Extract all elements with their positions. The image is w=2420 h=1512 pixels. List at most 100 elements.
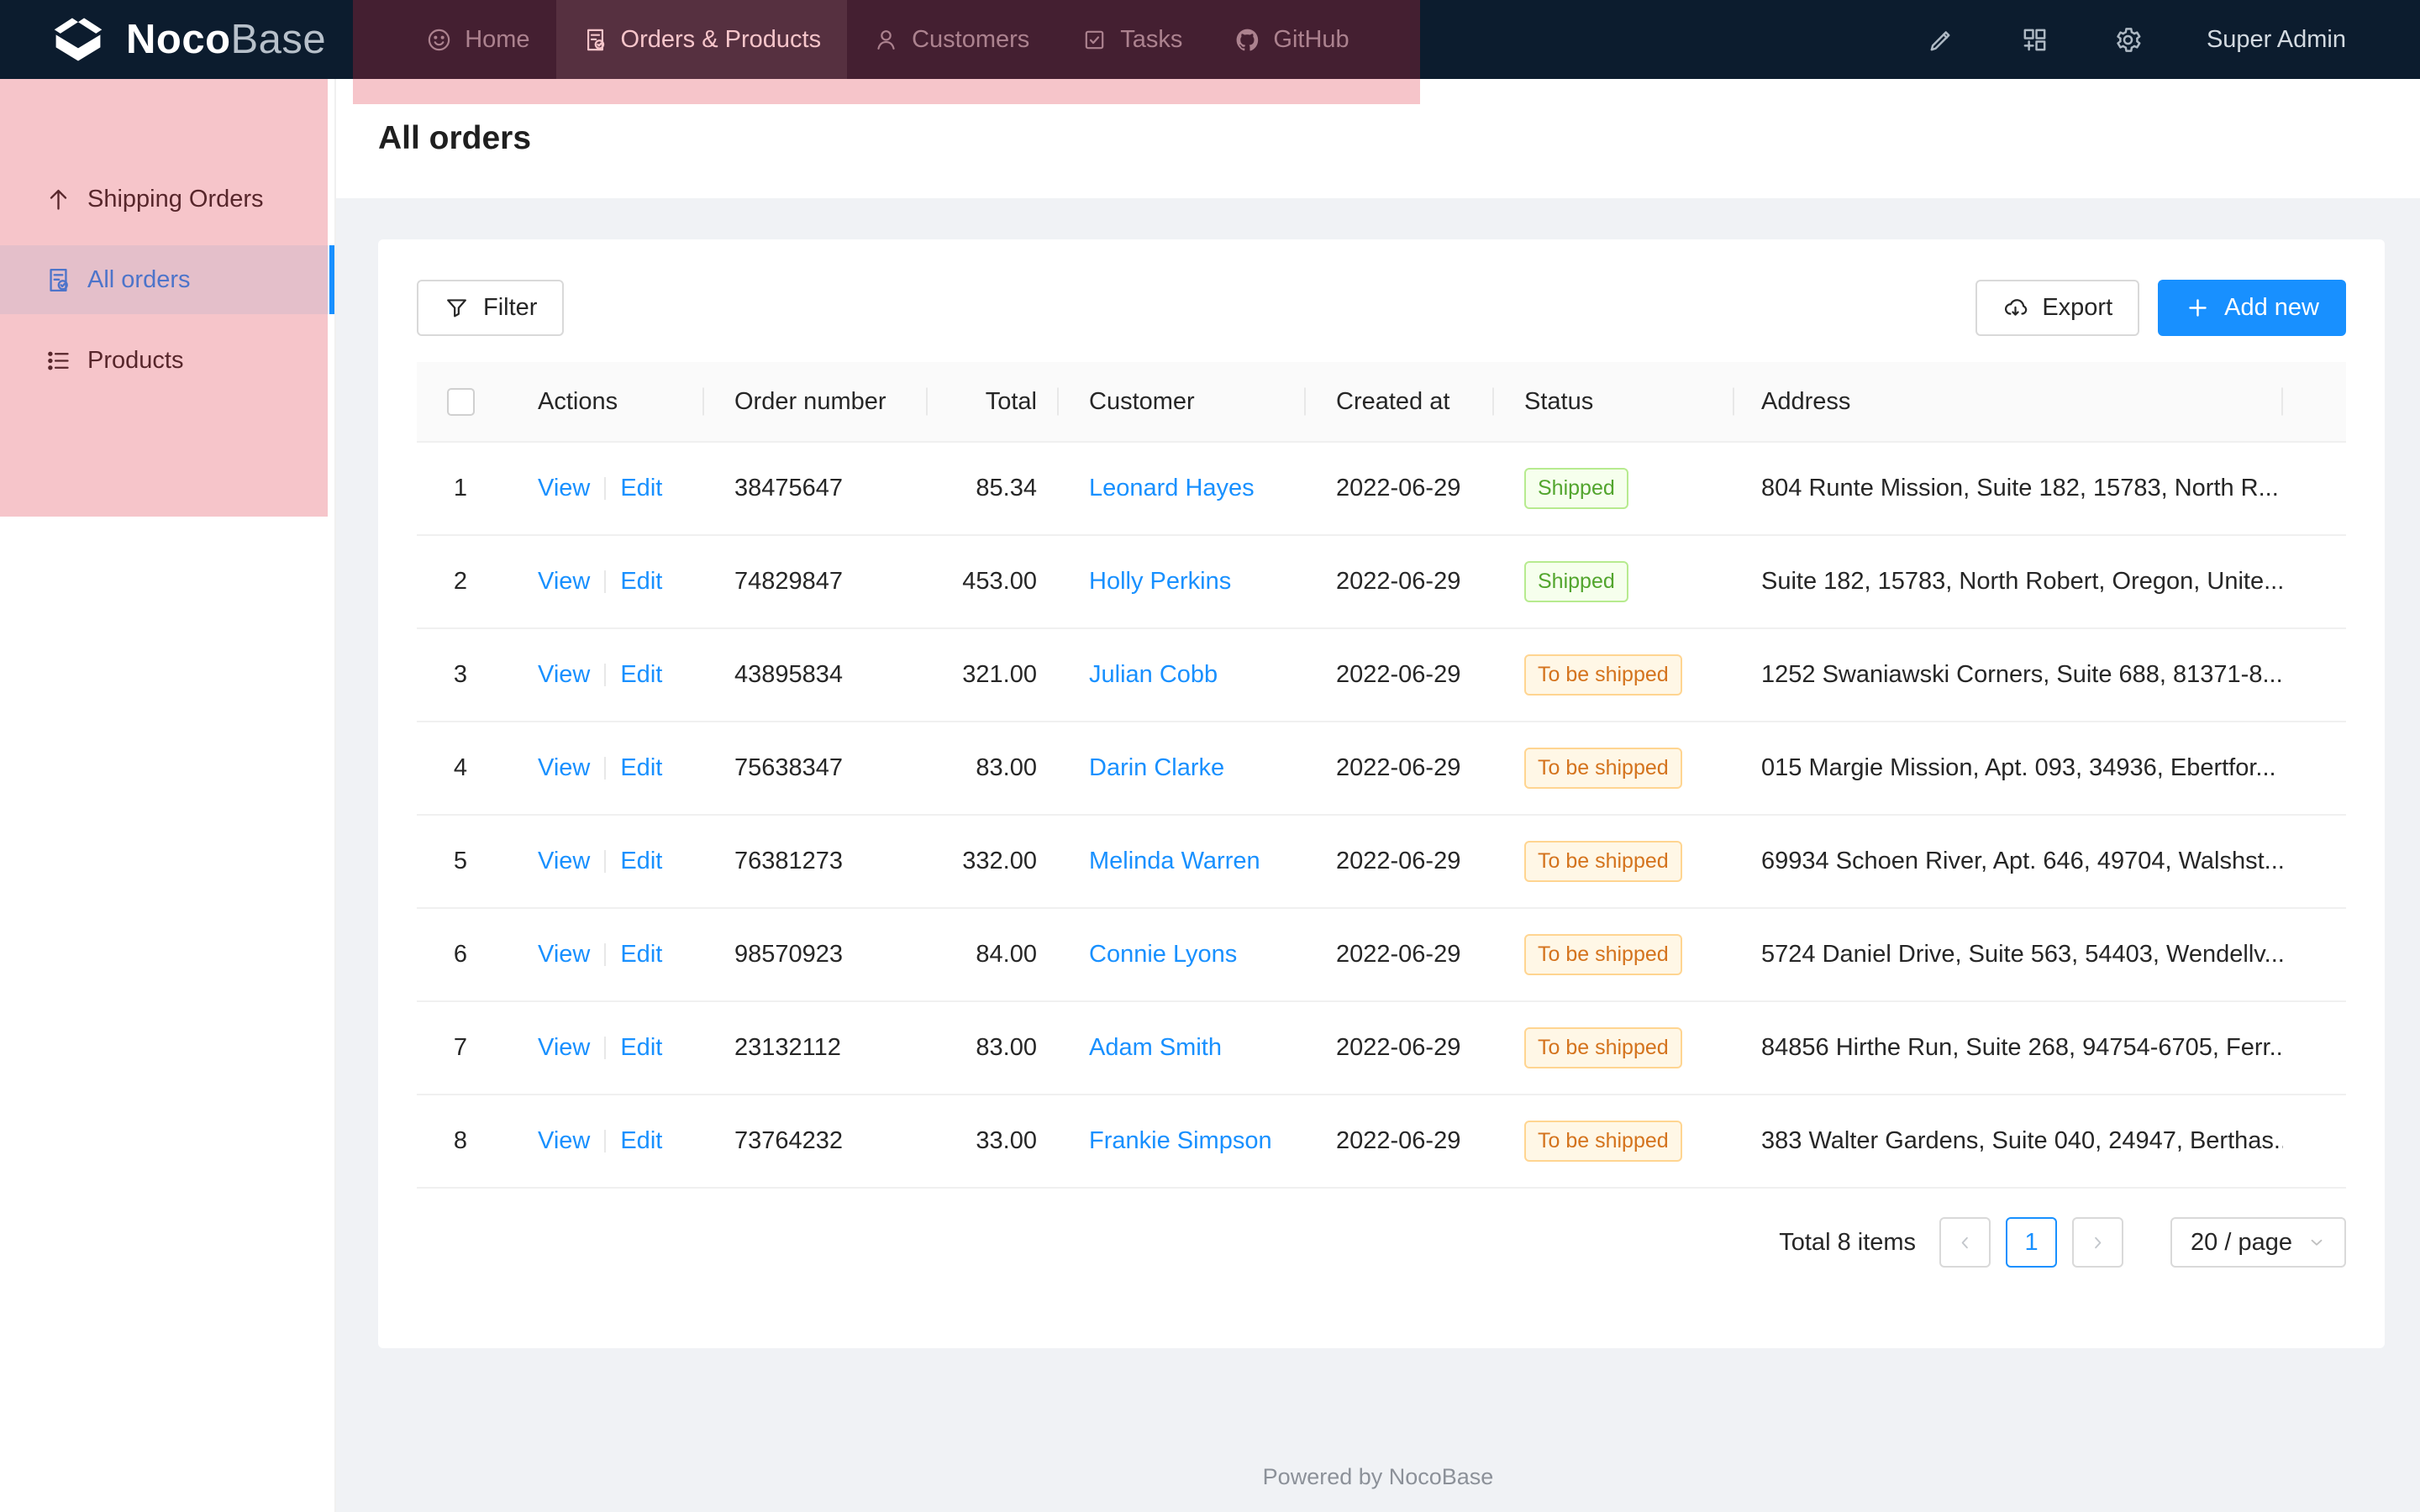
customer-link[interactable]: Melinda Warren (1089, 848, 1260, 874)
customer-cell: Leonard Hayes (1059, 475, 1306, 502)
top-nav-menu: Home Orders & Products Customers Tasks GitHu… (400, 0, 1376, 79)
status-badge: To be shipped (1524, 654, 1682, 696)
view-link[interactable]: View (538, 661, 591, 688)
page-size-select[interactable]: 20 / page (2170, 1217, 2346, 1268)
edit-link[interactable]: Edit (620, 754, 663, 781)
view-link[interactable]: View (538, 848, 591, 874)
edit-link[interactable]: Edit (620, 661, 663, 688)
brand-name-bold: Noco (126, 17, 231, 62)
column-header-order-number: Order number (704, 362, 928, 441)
actions-divider (604, 570, 607, 593)
total-cell: 83.00 (976, 754, 1037, 781)
view-link[interactable]: View (538, 941, 591, 968)
filter-button[interactable]: Filter (417, 280, 565, 336)
actions-divider (604, 850, 607, 873)
nav-item-orders-products[interactable]: Orders & Products (555, 0, 848, 79)
customer-link[interactable]: Frankie Simpson (1089, 1127, 1272, 1154)
status-cell: To be shipped (1494, 1027, 1734, 1068)
customer-link[interactable]: Connie Lyons (1089, 941, 1238, 968)
pagination: Total 8 items 1 20 / page (417, 1217, 2346, 1268)
brand-name: NocoBase (126, 16, 326, 63)
prev-page-button[interactable] (1939, 1217, 1991, 1268)
nav-item-github[interactable]: GitHub (1208, 0, 1375, 79)
column-header-total: Total (928, 362, 1059, 441)
row-actions: View Edit (504, 754, 704, 782)
customer-cell: Julian Cobb (1059, 661, 1306, 689)
table-row: 2 View Edit 74829847 453.00 Holly Perkins 2022… (417, 536, 2346, 629)
customer-link[interactable]: Holly Perkins (1089, 568, 1232, 595)
person-icon (873, 27, 899, 53)
view-link[interactable]: View (538, 568, 591, 595)
pagination-total: Total 8 items (1779, 1228, 1917, 1256)
github-icon (1234, 27, 1260, 53)
order-number-cell: 43895834 (734, 661, 844, 688)
customer-link[interactable]: Adam Smith (1089, 1034, 1222, 1061)
customer-link[interactable]: Leonard Hayes (1089, 475, 1255, 501)
gear-icon[interactable] (2113, 25, 2143, 55)
table-body: 1 View Edit 38475647 85.34 Leonard Hayes 2022-… (417, 443, 2346, 1189)
chevron-left-icon (1961, 1236, 1968, 1248)
customer-cell: Darin Clarke (1059, 754, 1306, 782)
nav-item-customers[interactable]: Customers (847, 0, 1055, 79)
row-actions: View Edit (504, 661, 704, 689)
highlighter-icon[interactable] (1927, 25, 1956, 55)
created-at-cell: 2022-06-29 (1336, 941, 1461, 968)
address-cell: 015 Margie Mission, Apt. 093, 34936, Ebe… (1761, 754, 2276, 781)
customer-link[interactable]: Darin Clarke (1089, 754, 1225, 781)
status-badge: To be shipped (1524, 934, 1682, 975)
address-cell: 804 Runte Mission, Suite 182, 15783, Nor… (1761, 475, 2279, 501)
view-link[interactable]: View (538, 475, 591, 501)
nav-item-tasks[interactable]: Tasks (1055, 0, 1208, 79)
export-button[interactable]: Export (1975, 280, 2140, 336)
sidebar-item-all-orders[interactable]: All orders (0, 245, 334, 314)
edit-link[interactable]: Edit (620, 848, 663, 874)
page-1-button[interactable]: 1 (2006, 1217, 2058, 1268)
edit-link[interactable]: Edit (620, 1127, 663, 1154)
status-badge: To be shipped (1524, 841, 1682, 882)
nav-item-label: Customers (912, 25, 1030, 53)
status-badge: Shipped (1524, 561, 1628, 602)
row-index: 2 (453, 568, 468, 595)
status-cell: Shipped (1494, 561, 1734, 602)
table-row: 7 View Edit 23132112 83.00 Adam Smith 2022-06-… (417, 1002, 2346, 1095)
edit-link[interactable]: Edit (620, 1034, 663, 1061)
sidebar-item-label: All orders (87, 265, 191, 293)
total-cell: 84.00 (976, 941, 1037, 968)
actions-divider (604, 757, 607, 780)
content-area: Filter Export Add new Actions Order numbe… (336, 198, 2420, 1512)
row-index: 5 (453, 848, 468, 874)
brand-logo[interactable]: NocoBase (0, 0, 360, 79)
order-number-cell: 75638347 (734, 754, 844, 781)
filter-button-label: Filter (483, 294, 538, 321)
sidebar-item-shipping-orders[interactable]: Shipping Orders (0, 165, 334, 234)
total-cell: 85.34 (976, 475, 1037, 501)
status-badge: To be shipped (1524, 748, 1682, 789)
status-cell: To be shipped (1494, 654, 1734, 696)
smiley-icon (426, 27, 452, 53)
edit-link[interactable]: Edit (620, 475, 663, 501)
row-index: 4 (453, 754, 468, 781)
next-page-button[interactable] (2072, 1217, 2124, 1268)
nav-item-label: Orders & Products (620, 25, 822, 53)
select-all-checkbox[interactable] (446, 387, 475, 416)
edit-link[interactable]: Edit (620, 568, 663, 595)
edit-link[interactable]: Edit (620, 941, 663, 968)
page-header: All orders (336, 79, 2420, 198)
total-cell: 332.00 (962, 848, 1037, 874)
export-button-label: Export (2042, 294, 2113, 321)
status-badge: Shipped (1524, 468, 1628, 509)
blocks-plus-icon[interactable] (2020, 25, 2049, 55)
view-link[interactable]: View (538, 1127, 591, 1154)
customer-link[interactable]: Julian Cobb (1089, 661, 1218, 688)
sidebar-item-products[interactable]: Products (0, 326, 334, 395)
view-link[interactable]: View (538, 1034, 591, 1061)
row-actions: View Edit (504, 1127, 704, 1155)
order-check-icon (45, 266, 72, 294)
nav-item-home[interactable]: Home (400, 0, 555, 79)
row-actions: View Edit (504, 941, 704, 969)
table-toolbar: Filter Export Add new (417, 280, 2346, 336)
address-cell: 5724 Daniel Drive, Suite 563, 54403, Wen… (1761, 941, 2283, 968)
user-name[interactable]: Super Admin (2206, 25, 2346, 53)
view-link[interactable]: View (538, 754, 591, 781)
add-new-button[interactable]: Add new (2158, 280, 2346, 336)
